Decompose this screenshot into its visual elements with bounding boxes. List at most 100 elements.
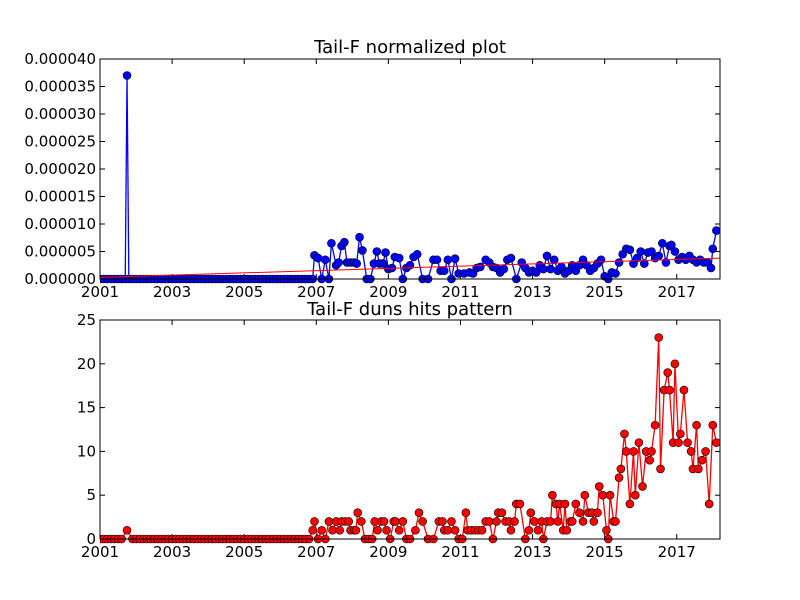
chart-normalized-data-point — [506, 253, 516, 263]
chart-hits-data-point — [497, 508, 507, 518]
chart-hits-data-point — [620, 429, 629, 439]
chart-normalized-data-point — [320, 255, 330, 265]
chart-hits-data-point — [506, 525, 516, 535]
chart-hits-data-point — [704, 499, 714, 509]
chart-normalized-y-tick-label: 0.000030 — [24, 105, 96, 123]
chart-normalized-y-tick-label: 0.000040 — [24, 50, 96, 68]
chart-hits-data-point — [621, 447, 631, 456]
chart-hits-frame — [99, 319, 721, 540]
chart-normalized-x-tick-label: 2003 — [153, 283, 191, 301]
chart-hits-data-point — [638, 482, 647, 491]
chart-hits-x-tick-label: 2003 — [153, 543, 191, 561]
chart-hits-data-point — [357, 517, 366, 526]
chart-normalized-data-point — [122, 71, 132, 80]
chart-normalized-data-point — [596, 255, 606, 265]
chart-hits-data-point — [353, 508, 363, 518]
chart-hits-data-point — [634, 438, 644, 447]
chart-hits-data-point — [515, 499, 525, 509]
chart-hits-x-tick-label: 2011 — [441, 543, 479, 561]
chart-hits-data-point — [598, 490, 608, 500]
chart-normalized-y-tick-label: 0.000025 — [24, 133, 96, 151]
chart-normalized-data-point — [625, 245, 635, 255]
chart-hits-data-point — [553, 517, 563, 526]
chart-hits-data-point — [665, 385, 674, 395]
chart-hits-data-point — [614, 473, 624, 482]
chart-hits-data-point — [594, 482, 604, 491]
chart-hits-y-tick-label: 15 — [77, 399, 96, 417]
chart-normalized-data-point — [658, 238, 667, 248]
chart-normalized-data-point — [334, 258, 343, 267]
chart-hits-data-point — [605, 490, 615, 500]
chart-normalized-data-point — [475, 262, 485, 272]
chart-normalized-y-tick-label: 0.000010 — [24, 215, 96, 233]
chart-hits-data-point — [708, 420, 718, 430]
chart-normalized-data-point — [352, 259, 361, 268]
chart-normalized-data-point — [539, 264, 548, 274]
chart-hits-data-point — [575, 508, 584, 518]
chart-normalized-data-point — [546, 264, 555, 274]
chart-hits-data-point — [562, 525, 572, 535]
chart-hits-data-point — [533, 525, 543, 535]
chart-hits-data-point — [686, 447, 696, 456]
chart-hits-data-point — [344, 517, 354, 526]
chart-hits-data-point — [328, 525, 337, 535]
chart-normalized-data-point — [340, 237, 349, 247]
chart-hits-data-point — [418, 517, 427, 526]
chart-hits-data-point — [616, 464, 626, 474]
chart-hits-x-tick-label: 2017 — [658, 543, 696, 561]
chart-normalized-data-point — [381, 248, 390, 257]
chart-normalized-data-point — [372, 247, 382, 256]
chart-normalized-data-point — [327, 238, 336, 248]
chart-hits-data-point — [647, 447, 656, 456]
chart-hits-y-tick-label: 10 — [77, 442, 96, 460]
chart-hits-data-point — [492, 517, 501, 526]
chart-normalized-title: Tail-F normalized plot — [313, 37, 506, 58]
chart-hits-data-point — [394, 525, 404, 535]
chart-normalized-data-point — [412, 249, 422, 259]
chart-normalized-y-tick-label: 0.000015 — [24, 188, 96, 206]
chart-normalized-data-point — [531, 268, 541, 277]
chart-hits-data-point — [379, 517, 389, 526]
chart-hits-data-point — [654, 333, 664, 342]
chart-normalized-data-point — [636, 247, 646, 256]
chart-hits-data-point — [524, 525, 534, 535]
chart-hits-ticks: 2001 2003 2005 2007 2009 2011 2013 2015 20170510… — [77, 311, 720, 561]
chart-normalized-data-point — [450, 254, 460, 263]
chart-normalized-data-point — [647, 247, 656, 256]
chart-hits-data-point — [373, 525, 382, 535]
chart-hits-data-point — [589, 517, 599, 526]
chart-normalized-y-tick-label: 0.000035 — [24, 78, 96, 96]
chart-hits-data-point — [447, 517, 456, 526]
chart-hits-x-tick-label: 2013 — [513, 543, 551, 561]
chart-normalized-data-point — [378, 259, 388, 268]
chart-hits-data-point — [450, 525, 460, 535]
chart-hits-y-tick-label: 0 — [86, 530, 96, 548]
chart-hits-data-point — [611, 517, 620, 526]
chart-normalized-data-point — [706, 263, 716, 273]
chart-hits-x-tick-label: 2015 — [586, 543, 624, 561]
chart-hits-data-point — [526, 508, 536, 518]
chart-normalized-data-point — [639, 259, 649, 268]
chart-normalized-frame — [99, 58, 721, 280]
chart-hits-data-point — [324, 517, 334, 526]
chart-normalized-data-point — [432, 255, 442, 265]
chart-hits-data-point — [477, 525, 487, 535]
chart-normalized-data-point — [712, 226, 720, 235]
chart-normalized-data-point — [654, 251, 664, 261]
chart-normalized-ticks: 2001 2003 2005 2007 2009 2011 2013 2015 2017 0.00… — [24, 50, 720, 301]
chart-hits-data-point — [650, 420, 660, 430]
chart-hits-data-point — [382, 525, 391, 535]
chart-hits-data-point — [308, 525, 317, 535]
chart-hits-data-point — [629, 447, 638, 456]
chart-hits-data-point — [645, 455, 655, 465]
chart-hits-data-point — [670, 359, 680, 369]
chart-normalized-data-point — [611, 269, 620, 278]
chart-normalized-data-point — [661, 258, 671, 267]
chart-hits-data-point — [391, 517, 400, 526]
chart-normalized-x-tick-label: 2017 — [658, 283, 696, 301]
chart-normalized-data-point — [394, 253, 404, 263]
chart-hits-data-point — [676, 429, 685, 439]
chart-hits-data-point — [697, 455, 707, 465]
chart-hits-data-point — [578, 517, 588, 526]
chart-hits-plot-area — [100, 333, 720, 544]
